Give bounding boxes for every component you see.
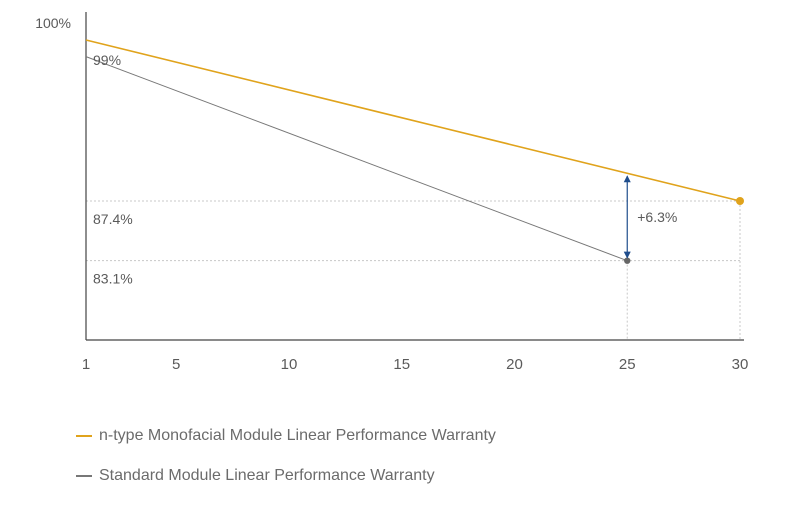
series-end-point-standard — [624, 257, 631, 264]
gap-label: +6.3% — [637, 209, 677, 225]
legend-item-ntype: n-type Monofacial Module Linear Performa… — [76, 427, 496, 445]
gap-arrow-head-up — [623, 175, 631, 183]
series-line-ntype — [85, 39, 741, 202]
x-tick-label: 25 — [619, 356, 636, 373]
x-tick-label: 15 — [393, 356, 410, 373]
legend-swatch-ntype — [76, 435, 92, 437]
legend-item-standard: Standard Module Linear Performance Warra… — [76, 467, 435, 485]
legend-swatch-standard — [76, 475, 92, 477]
level-label-0: 87.4% — [93, 211, 133, 227]
y-axis-top-label: 100% — [35, 15, 71, 31]
legend-label-ntype: n-type Monofacial Module Linear Performa… — [99, 427, 496, 444]
series-end-point-ntype — [736, 197, 744, 205]
x-tick-label: 5 — [172, 356, 180, 373]
level-label-1: 83.1% — [93, 271, 133, 287]
series-line-standard — [85, 56, 628, 262]
x-tick-label: 1 — [82, 356, 90, 373]
series-lines — [85, 39, 744, 264]
gap-annotation: +6.3% — [623, 175, 677, 259]
guide-lines — [86, 200, 741, 340]
gap-arrow-head-down — [623, 251, 631, 259]
x-tick-label: 30 — [732, 356, 749, 373]
x-tick-label: 20 — [506, 356, 523, 373]
chart: 100% 1 5 10 15 20 25 30 99%87.4%83.1% +6.3% — [35, 12, 749, 373]
legend-label-standard: Standard Module Linear Performance Warra… — [99, 467, 435, 484]
x-tick-label: 10 — [281, 356, 298, 373]
value-labels: 99% 87.4% 83.1% — [93, 52, 133, 287]
start-value-label: 99% — [93, 52, 121, 68]
x-tick-labels: 1 5 10 15 20 25 30 — [82, 356, 749, 373]
